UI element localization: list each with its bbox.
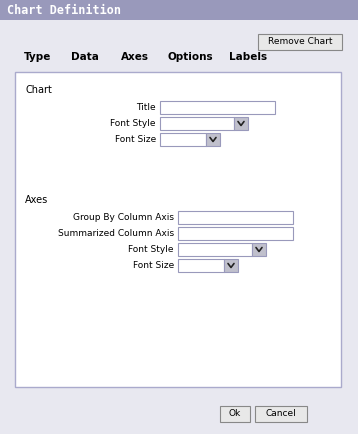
FancyBboxPatch shape <box>234 117 248 130</box>
Text: Ok: Ok <box>229 410 241 418</box>
Text: Options: Options <box>167 52 213 62</box>
FancyBboxPatch shape <box>0 20 358 434</box>
Text: Type: Type <box>24 52 52 62</box>
Text: Data: Data <box>71 52 99 62</box>
Text: Font Style: Font Style <box>111 119 156 128</box>
Text: Font Size: Font Size <box>133 262 174 270</box>
FancyBboxPatch shape <box>255 406 307 422</box>
FancyBboxPatch shape <box>160 133 206 146</box>
FancyBboxPatch shape <box>178 243 252 256</box>
FancyBboxPatch shape <box>178 259 224 272</box>
FancyBboxPatch shape <box>252 243 266 256</box>
FancyBboxPatch shape <box>206 133 220 146</box>
FancyBboxPatch shape <box>224 259 238 272</box>
Text: Cancel: Cancel <box>266 410 296 418</box>
Text: Labels: Labels <box>229 52 267 62</box>
Text: Font Size: Font Size <box>115 135 156 145</box>
FancyBboxPatch shape <box>220 406 250 422</box>
Text: Axes: Axes <box>25 195 48 205</box>
Text: Title: Title <box>136 103 156 112</box>
Text: Group By Column Axis: Group By Column Axis <box>73 214 174 223</box>
FancyBboxPatch shape <box>15 72 341 387</box>
Text: Summarized Column Axis: Summarized Column Axis <box>58 230 174 239</box>
Text: Chart: Chart <box>25 85 52 95</box>
FancyBboxPatch shape <box>0 0 358 20</box>
FancyBboxPatch shape <box>258 34 342 50</box>
Text: Chart Definition: Chart Definition <box>7 3 121 16</box>
Text: Remove Chart: Remove Chart <box>268 37 332 46</box>
FancyBboxPatch shape <box>178 227 293 240</box>
FancyBboxPatch shape <box>160 101 275 114</box>
FancyBboxPatch shape <box>178 211 293 224</box>
Text: Font Style: Font Style <box>129 246 174 254</box>
Text: Axes: Axes <box>121 52 149 62</box>
FancyBboxPatch shape <box>160 117 234 130</box>
